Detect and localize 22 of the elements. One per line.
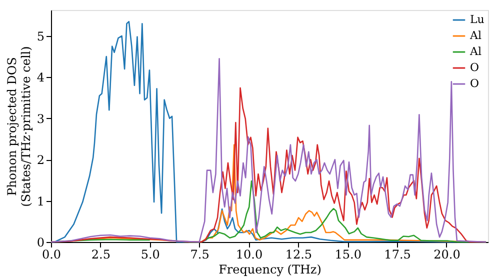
x-tick-label: 17.5 — [384, 248, 411, 262]
y-axis-title: Phonon projected DOS (States/THz·primitive cell) — [4, 46, 33, 207]
legend-label: Al — [469, 45, 482, 58]
x-tick-label: 5.0 — [140, 248, 160, 262]
x-tick-label: 2.5 — [91, 248, 110, 262]
y-tick-label: 3 — [36, 112, 44, 126]
y-tick-label: 4 — [36, 70, 45, 85]
y-tick-label: 0 — [36, 236, 44, 250]
legend-label: Lu — [470, 13, 484, 26]
legend-label: Al — [469, 29, 482, 42]
x-tick-label: 10.0 — [236, 248, 263, 262]
x-tick-label: 20.0 — [434, 248, 460, 262]
x-tick-label: 15.0 — [334, 248, 362, 262]
x-tick-label: 12.5 — [285, 248, 312, 262]
x-axis-title: Frequency (THz) — [218, 262, 322, 276]
y-tick-label: 1 — [36, 194, 44, 208]
x-tick-label: 7.5 — [190, 248, 210, 262]
legend-label: O — [470, 61, 480, 74]
y-tick-label: 2 — [36, 153, 44, 168]
y-tick-label: 5 — [36, 29, 44, 44]
x-tick-label: 0.0 — [42, 248, 62, 262]
legend-label: O — [470, 77, 480, 90]
